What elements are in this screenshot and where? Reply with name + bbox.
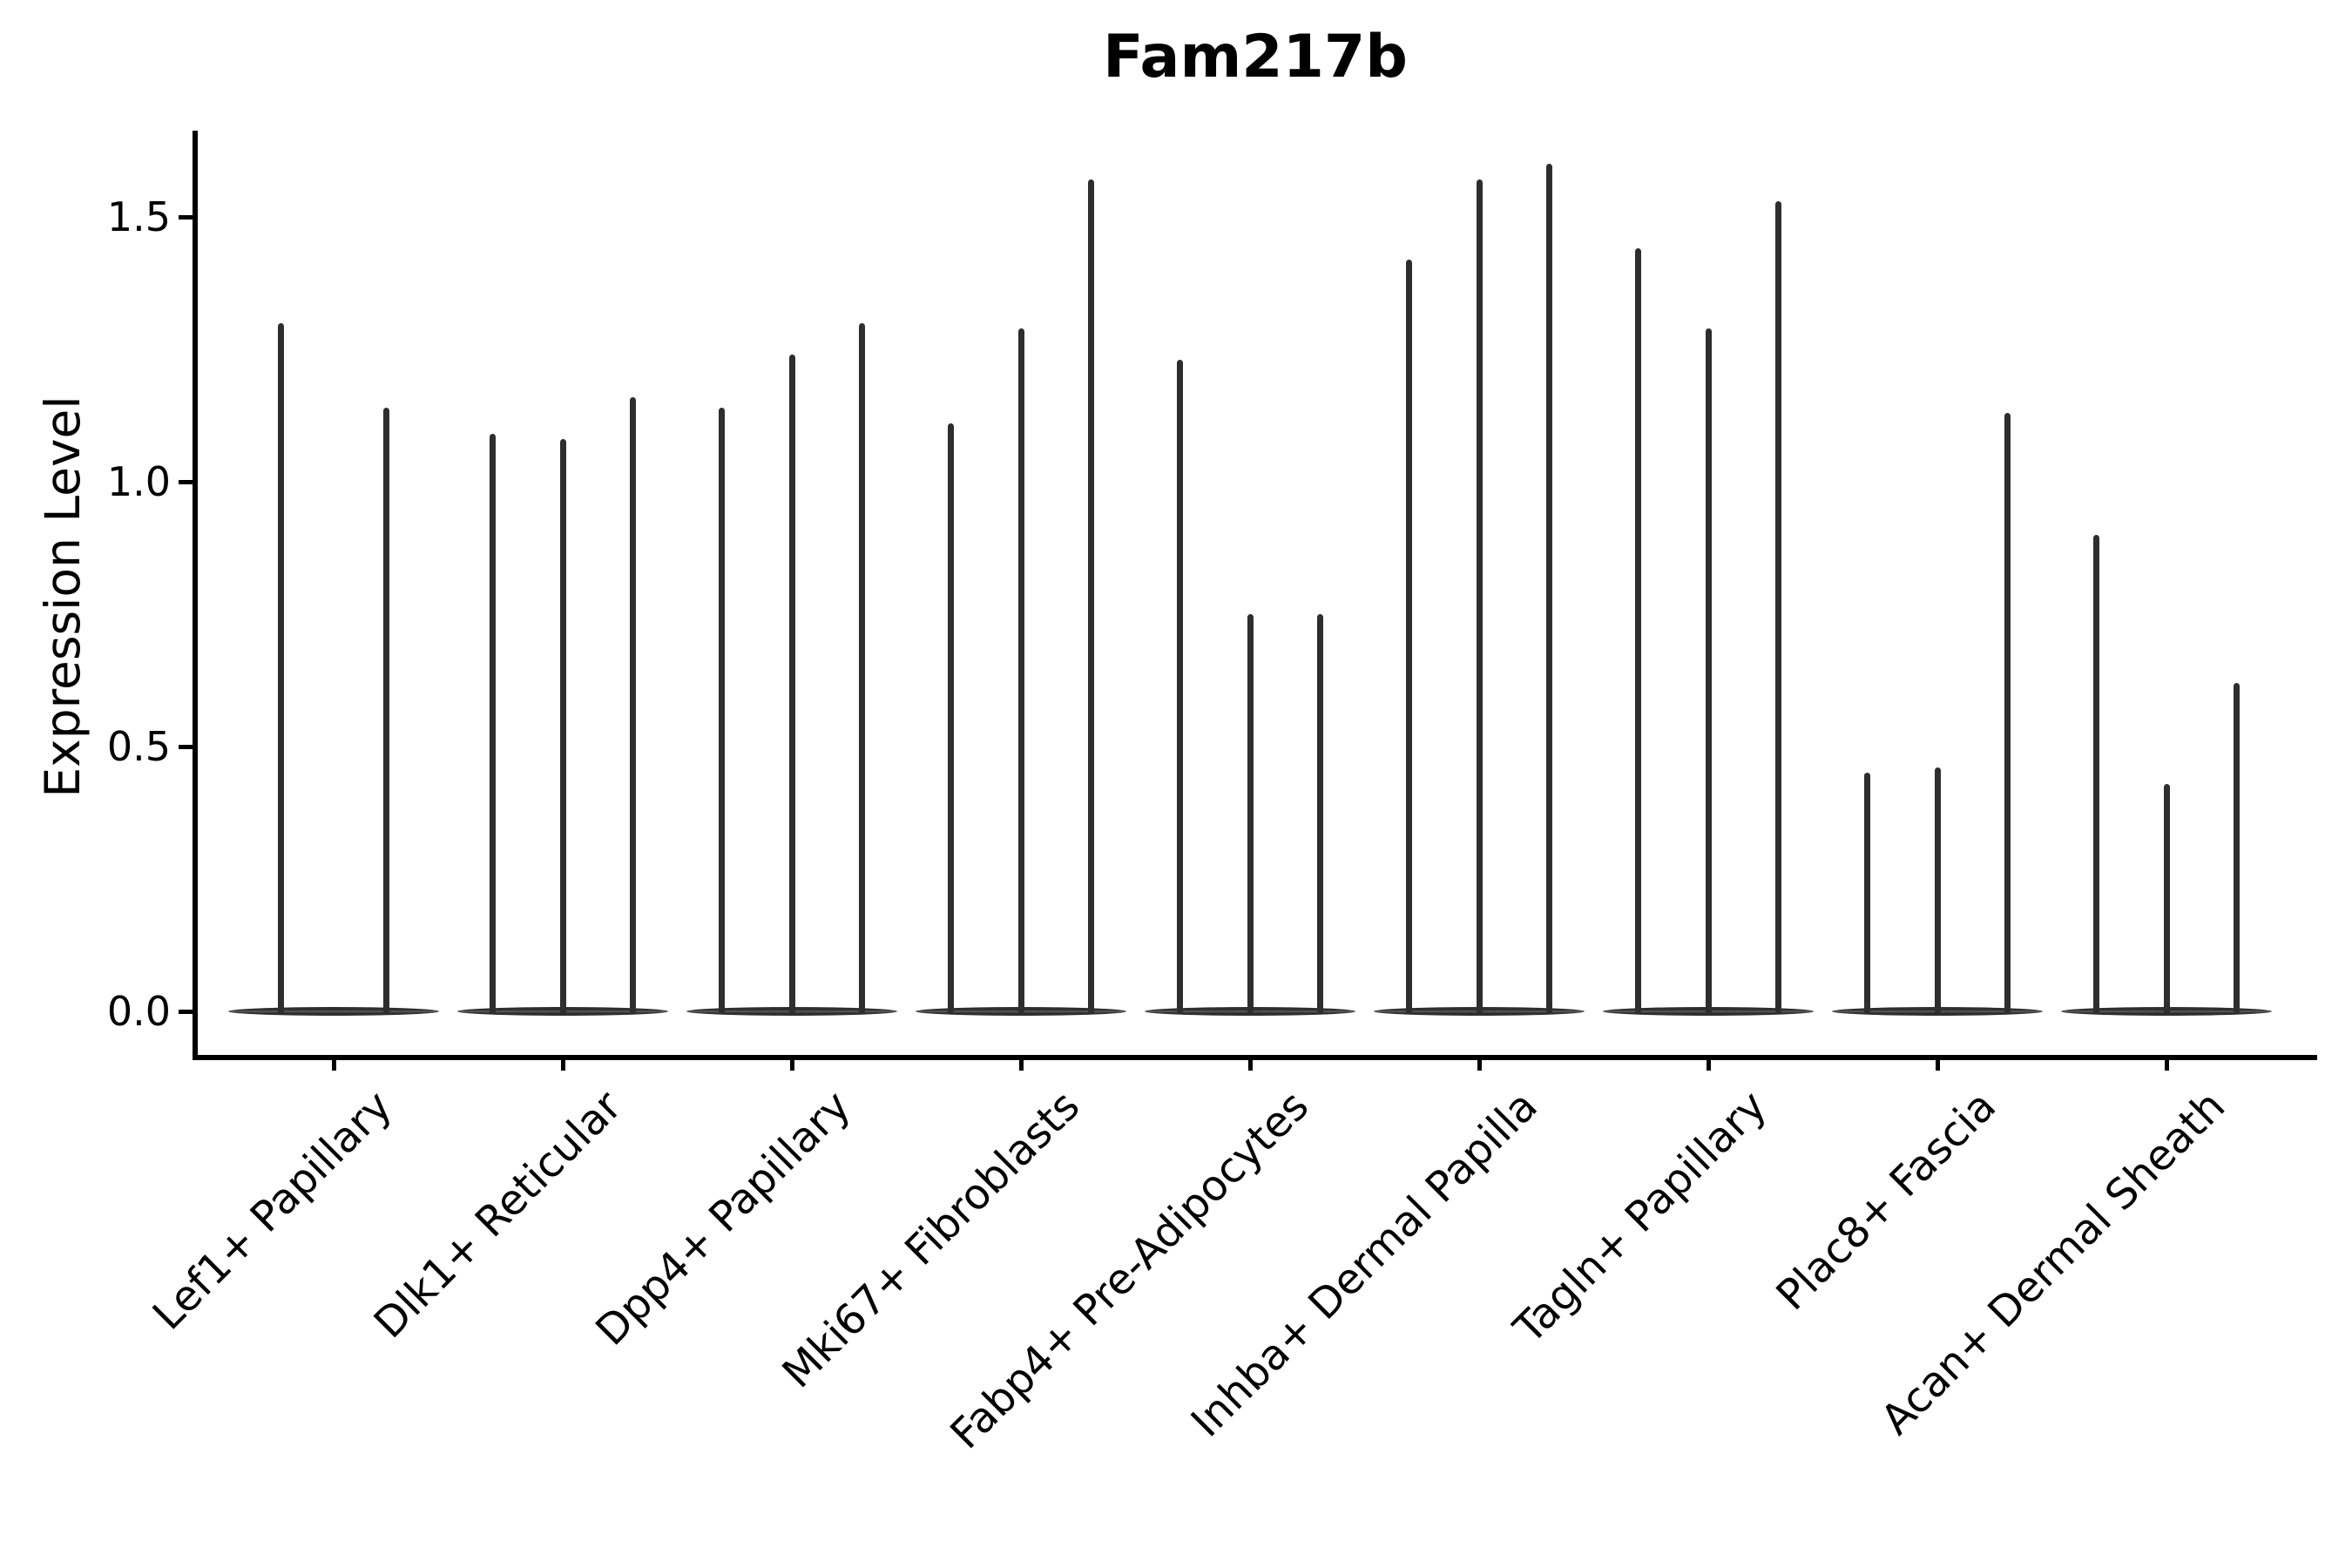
x-axis-spine [193, 1055, 2317, 1060]
y-tick-label: 0.0 [106, 988, 171, 1035]
violin-spike [1546, 164, 1553, 1013]
violin-base [228, 1007, 439, 1016]
violin-spike [1405, 259, 1412, 1013]
y-axis-tick [179, 744, 193, 749]
y-tick-label: 0.5 [106, 723, 171, 770]
x-axis-tick [1247, 1055, 1253, 1071]
y-axis-tick [179, 214, 193, 220]
violin-spike [1176, 360, 1183, 1013]
violin-spike [718, 407, 725, 1013]
violin-spike [2092, 534, 2099, 1013]
y-axis-tick [179, 479, 193, 484]
violin-spike [1476, 179, 1483, 1013]
y-axis-tick [179, 1009, 193, 1014]
violin-spike [1634, 248, 1641, 1013]
x-axis-tick [1706, 1055, 1711, 1071]
violin-spike [1247, 614, 1254, 1013]
violin-spike [630, 396, 637, 1013]
x-axis-tick [331, 1055, 336, 1071]
violin-spike [1317, 614, 1324, 1013]
violin-spike [1017, 328, 1024, 1013]
x-axis-tick [1018, 1055, 1024, 1071]
violin-spike [2234, 683, 2240, 1013]
violin-spike [559, 439, 566, 1013]
x-axis-tick [2164, 1055, 2169, 1071]
violin-spike [278, 322, 284, 1013]
y-tick-label: 1.5 [106, 193, 171, 240]
violin-spike [2004, 412, 2011, 1013]
violin-spike [1088, 179, 1095, 1013]
x-axis-tick [560, 1055, 565, 1071]
violin-spike [859, 322, 866, 1013]
y-tick-label: 1.0 [106, 458, 171, 505]
x-axis-category-label: Dlk1+ Reticular [364, 1081, 632, 1348]
y-axis-spine [193, 131, 198, 1060]
x-axis-category-label: Dpp4+ Papillary [586, 1081, 861, 1355]
violin-spike [489, 434, 496, 1013]
violin-spike [2163, 783, 2170, 1013]
x-axis-tick [789, 1055, 794, 1071]
x-axis-category-label: Lef1+ Papillary [144, 1081, 402, 1340]
x-axis-tick [1935, 1055, 1940, 1071]
violin-spike [1705, 328, 1712, 1013]
x-axis-category-label: Tagln+ Papillary [1504, 1081, 1777, 1354]
violin-spike [788, 355, 795, 1013]
violin-spike [1863, 773, 1870, 1013]
chart-title: Fam217b [1103, 23, 1408, 91]
violin-spike [1934, 767, 1941, 1013]
x-axis-tick [1477, 1055, 1482, 1071]
violin-spike [383, 407, 389, 1013]
violin-spike [947, 423, 954, 1013]
violin-spike [1775, 200, 1782, 1013]
x-axis-category-label: Plac8+ Fascia [1767, 1081, 2006, 1321]
